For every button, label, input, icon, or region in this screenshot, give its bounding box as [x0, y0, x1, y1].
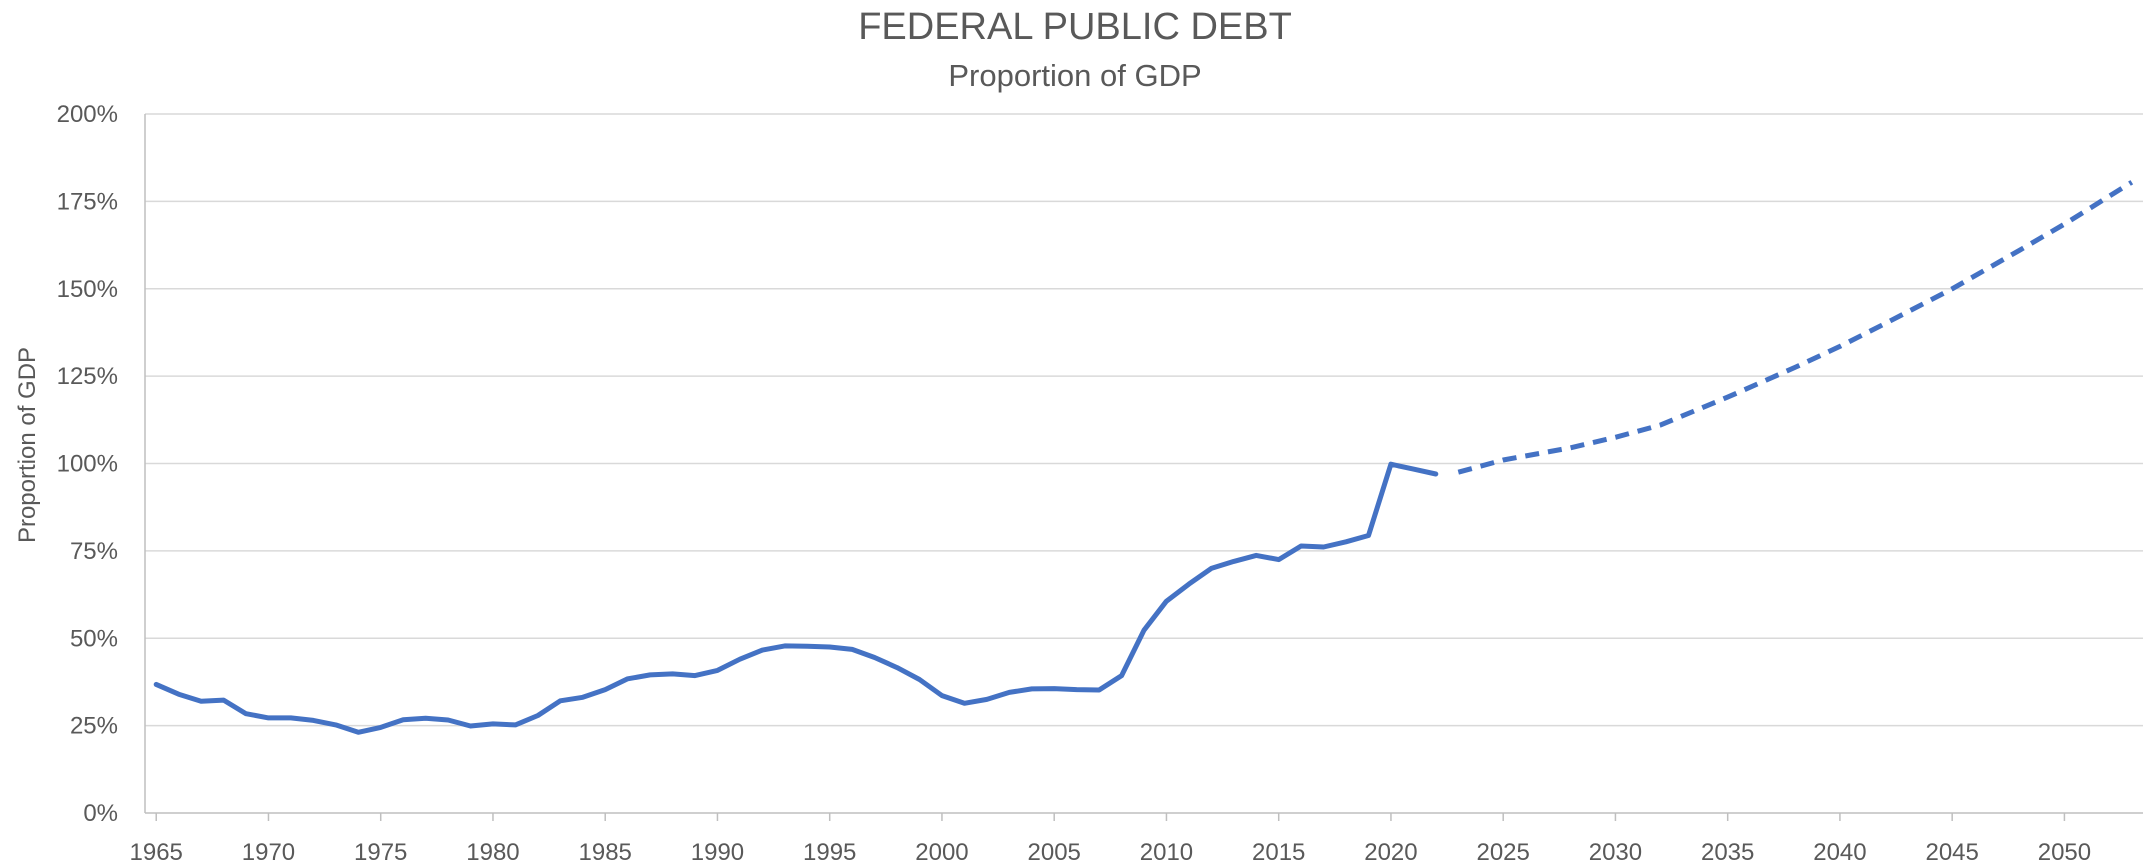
- x-tick-label: 2050: [2038, 839, 2091, 865]
- y-tick-label: 150%: [57, 276, 118, 303]
- x-tick-label: 1995: [803, 839, 856, 865]
- x-tick-label: 2005: [1028, 839, 1081, 865]
- y-tick-label: 200%: [57, 101, 118, 128]
- y-axis-title: Proportion of GDP: [14, 347, 41, 543]
- series-layer: [153, 180, 2134, 735]
- historical-debt-line: [153, 461, 1439, 735]
- y-axis: 0% 25% 50% 75% 100% 125% 150% 175% 200%: [57, 101, 118, 827]
- x-tick-label: 2000: [915, 839, 968, 865]
- projected-debt-line: [1457, 180, 2134, 475]
- x-tick-label: 2035: [1701, 839, 1754, 865]
- y-tick-label: 0%: [83, 800, 118, 827]
- x-tick-label: 1980: [466, 839, 519, 865]
- x-tick-label: 1975: [354, 839, 407, 865]
- x-tick-label: 2025: [1476, 839, 1529, 865]
- y-tick-label: 100%: [57, 451, 118, 478]
- y-tick-label: 25%: [70, 713, 118, 740]
- x-tick-label: 2015: [1252, 839, 1305, 865]
- chart-subtitle: Proportion of GDP: [948, 58, 1202, 93]
- x-tick-label: 1965: [130, 839, 183, 865]
- x-axis: 1965 1970 1975 1980 1985 1990 1995 2000 2005 2010…: [130, 813, 2091, 865]
- gridlines: [145, 113, 2143, 727]
- x-tick-label: 2020: [1364, 839, 1417, 865]
- y-tick-label: 125%: [57, 363, 118, 390]
- y-tick-label: 75%: [70, 538, 118, 565]
- x-tick-label: 2040: [1813, 839, 1866, 865]
- x-tick-label: 2010: [1140, 839, 1193, 865]
- x-tick-label: 1970: [242, 839, 295, 865]
- x-tick-label: 1990: [691, 839, 744, 865]
- y-tick-label: 50%: [70, 625, 118, 652]
- x-tick-label: 2030: [1589, 839, 1642, 865]
- x-tick-label: 2045: [1925, 839, 1978, 865]
- chart-title: FEDERAL PUBLIC DEBT: [858, 6, 1292, 48]
- x-tick-label: 1985: [579, 839, 632, 865]
- y-tick-label: 175%: [57, 188, 118, 215]
